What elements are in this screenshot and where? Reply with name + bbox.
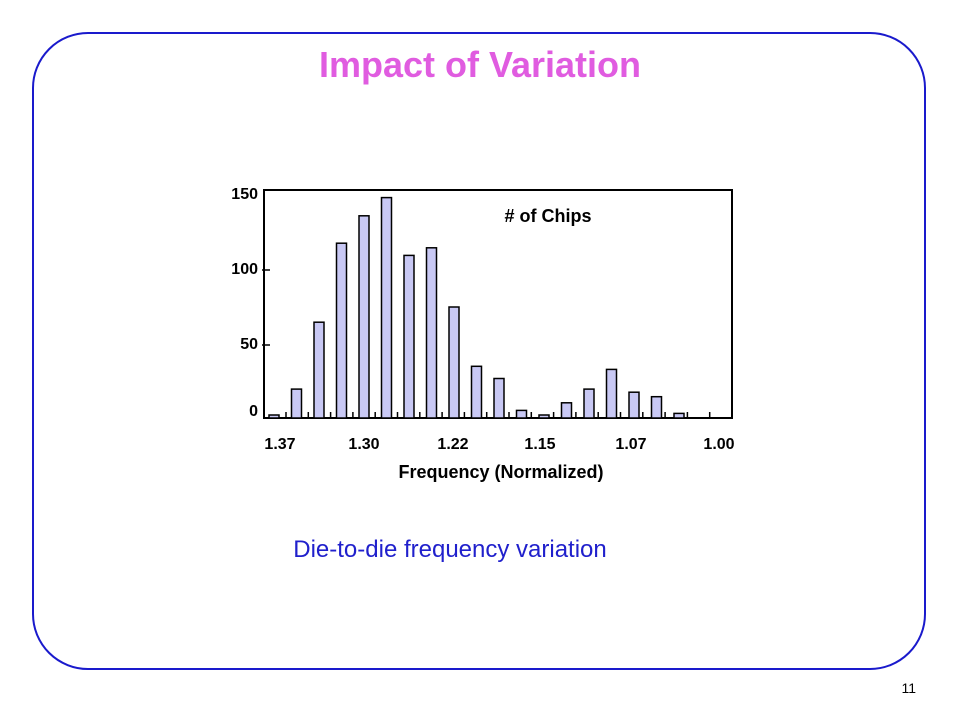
histogram-bar	[290, 388, 303, 419]
histogram-bar	[673, 412, 685, 419]
x-ticks-group: 1.37 1.30 1.22 1.15 1.07 1.00	[264, 412, 735, 453]
histogram-bar	[358, 215, 370, 419]
histogram-bar	[470, 365, 483, 419]
x-tick-label: 1.15	[524, 436, 555, 453]
x-tick-label: 1.30	[348, 436, 379, 453]
x-tick-label: 1.22	[437, 436, 468, 453]
histogram-bar	[268, 414, 280, 419]
histogram-bar	[335, 242, 348, 419]
histogram-bar	[560, 402, 573, 419]
histogram-bar	[628, 391, 640, 419]
y-tick-label: 0	[249, 403, 258, 420]
x-tick-label: 1.00	[703, 436, 734, 453]
y-tick-label: 50	[240, 336, 258, 353]
histogram-bar	[493, 377, 505, 419]
histogram-bar	[583, 388, 595, 419]
histogram-bar	[425, 247, 438, 419]
y-ticks-group: 0 50 100 150	[231, 186, 270, 420]
x-tick-label: 1.07	[615, 436, 646, 453]
histogram-bar	[448, 306, 460, 419]
histogram-bar	[515, 409, 528, 419]
slide-caption: Die-to-die frequency variation	[293, 536, 607, 563]
x-axis-label: Frequency (Normalized)	[398, 462, 603, 482]
slide-title: Impact of Variation	[318, 44, 642, 85]
histogram-bar	[605, 368, 618, 419]
histogram-bar	[380, 196, 393, 419]
histogram-bar	[403, 254, 415, 419]
histogram-bar	[538, 414, 550, 419]
chart-title: # of Chips	[504, 206, 591, 226]
slide-frame	[32, 32, 926, 670]
page-number: 11	[901, 680, 916, 696]
x-tick-label: 1.37	[264, 436, 295, 453]
histogram-bar	[313, 321, 325, 419]
histogram-bar	[650, 395, 663, 419]
bars-group	[268, 196, 685, 419]
y-tick-label: 150	[231, 186, 258, 203]
y-tick-label: 100	[231, 261, 258, 278]
